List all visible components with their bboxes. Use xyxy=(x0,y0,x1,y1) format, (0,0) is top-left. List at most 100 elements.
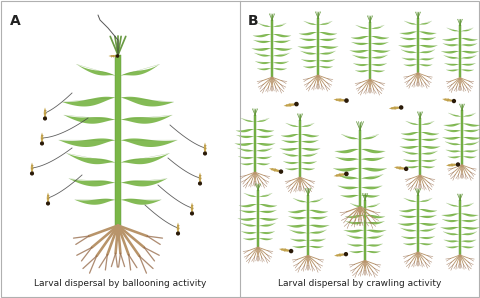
Polygon shape xyxy=(351,36,369,39)
Polygon shape xyxy=(273,34,291,37)
Polygon shape xyxy=(47,193,49,204)
Text: Larval dispersal by crawling activity: Larval dispersal by crawling activity xyxy=(278,279,442,288)
Polygon shape xyxy=(463,129,480,132)
Polygon shape xyxy=(256,118,269,122)
Circle shape xyxy=(405,167,408,170)
Polygon shape xyxy=(334,99,347,102)
Polygon shape xyxy=(256,143,275,146)
Polygon shape xyxy=(445,142,461,145)
Polygon shape xyxy=(399,45,417,48)
Polygon shape xyxy=(345,215,364,218)
Polygon shape xyxy=(419,243,432,245)
Polygon shape xyxy=(461,227,480,230)
Polygon shape xyxy=(402,58,417,60)
Polygon shape xyxy=(403,159,419,162)
Polygon shape xyxy=(241,232,257,234)
Polygon shape xyxy=(448,113,461,117)
Polygon shape xyxy=(258,23,271,27)
FancyBboxPatch shape xyxy=(299,120,301,177)
Polygon shape xyxy=(121,97,174,106)
Polygon shape xyxy=(298,46,317,49)
Polygon shape xyxy=(461,28,473,31)
Polygon shape xyxy=(333,168,359,172)
Polygon shape xyxy=(421,159,437,162)
Polygon shape xyxy=(301,168,315,170)
Polygon shape xyxy=(237,135,254,138)
Polygon shape xyxy=(300,51,317,55)
Polygon shape xyxy=(446,164,458,166)
Text: A: A xyxy=(10,14,21,28)
Polygon shape xyxy=(400,32,417,35)
Polygon shape xyxy=(44,108,46,119)
Polygon shape xyxy=(301,123,314,127)
Polygon shape xyxy=(280,148,299,151)
Polygon shape xyxy=(319,38,336,41)
Polygon shape xyxy=(400,37,417,40)
Polygon shape xyxy=(309,239,325,242)
Polygon shape xyxy=(463,137,480,140)
Polygon shape xyxy=(444,240,459,242)
Polygon shape xyxy=(254,53,271,57)
Polygon shape xyxy=(447,28,459,31)
Polygon shape xyxy=(301,162,317,164)
Circle shape xyxy=(177,232,180,235)
Polygon shape xyxy=(461,203,474,207)
Polygon shape xyxy=(353,55,369,59)
Polygon shape xyxy=(371,42,388,45)
Polygon shape xyxy=(121,199,161,205)
Polygon shape xyxy=(319,60,335,62)
Circle shape xyxy=(47,202,49,205)
Circle shape xyxy=(116,55,119,57)
Polygon shape xyxy=(446,246,459,248)
Polygon shape xyxy=(288,210,307,213)
FancyBboxPatch shape xyxy=(461,110,463,165)
Polygon shape xyxy=(348,244,364,247)
Polygon shape xyxy=(361,186,382,189)
Polygon shape xyxy=(404,198,417,202)
Polygon shape xyxy=(338,186,359,189)
Polygon shape xyxy=(461,213,478,217)
Polygon shape xyxy=(446,69,459,72)
Polygon shape xyxy=(361,168,387,172)
Polygon shape xyxy=(403,243,417,245)
FancyBboxPatch shape xyxy=(369,22,371,79)
Polygon shape xyxy=(293,198,307,202)
FancyBboxPatch shape xyxy=(271,20,273,77)
Polygon shape xyxy=(347,235,364,239)
Polygon shape xyxy=(461,69,474,72)
Polygon shape xyxy=(352,42,369,45)
Polygon shape xyxy=(361,149,385,153)
Polygon shape xyxy=(366,251,381,253)
Polygon shape xyxy=(366,215,385,218)
Polygon shape xyxy=(243,238,257,240)
Polygon shape xyxy=(64,115,115,124)
Polygon shape xyxy=(361,195,380,198)
Polygon shape xyxy=(406,121,419,125)
Polygon shape xyxy=(441,227,459,230)
Polygon shape xyxy=(344,230,364,233)
Polygon shape xyxy=(290,239,307,242)
Text: Larval dispersal by ballooning activity: Larval dispersal by ballooning activity xyxy=(34,279,206,288)
Polygon shape xyxy=(361,157,384,161)
Polygon shape xyxy=(442,99,454,102)
Polygon shape xyxy=(419,45,437,48)
Polygon shape xyxy=(309,198,323,202)
Polygon shape xyxy=(419,228,435,232)
Polygon shape xyxy=(257,68,271,70)
Polygon shape xyxy=(309,230,326,234)
Circle shape xyxy=(289,249,293,253)
Polygon shape xyxy=(463,142,479,145)
Polygon shape xyxy=(419,58,434,60)
Polygon shape xyxy=(419,50,435,53)
Polygon shape xyxy=(286,123,299,127)
Polygon shape xyxy=(121,139,177,147)
Polygon shape xyxy=(337,174,359,179)
FancyBboxPatch shape xyxy=(459,25,461,78)
Polygon shape xyxy=(350,203,364,207)
Polygon shape xyxy=(309,246,324,248)
Polygon shape xyxy=(238,148,254,152)
Polygon shape xyxy=(463,123,480,127)
Polygon shape xyxy=(301,134,319,137)
Circle shape xyxy=(31,172,34,175)
FancyBboxPatch shape xyxy=(417,18,419,73)
